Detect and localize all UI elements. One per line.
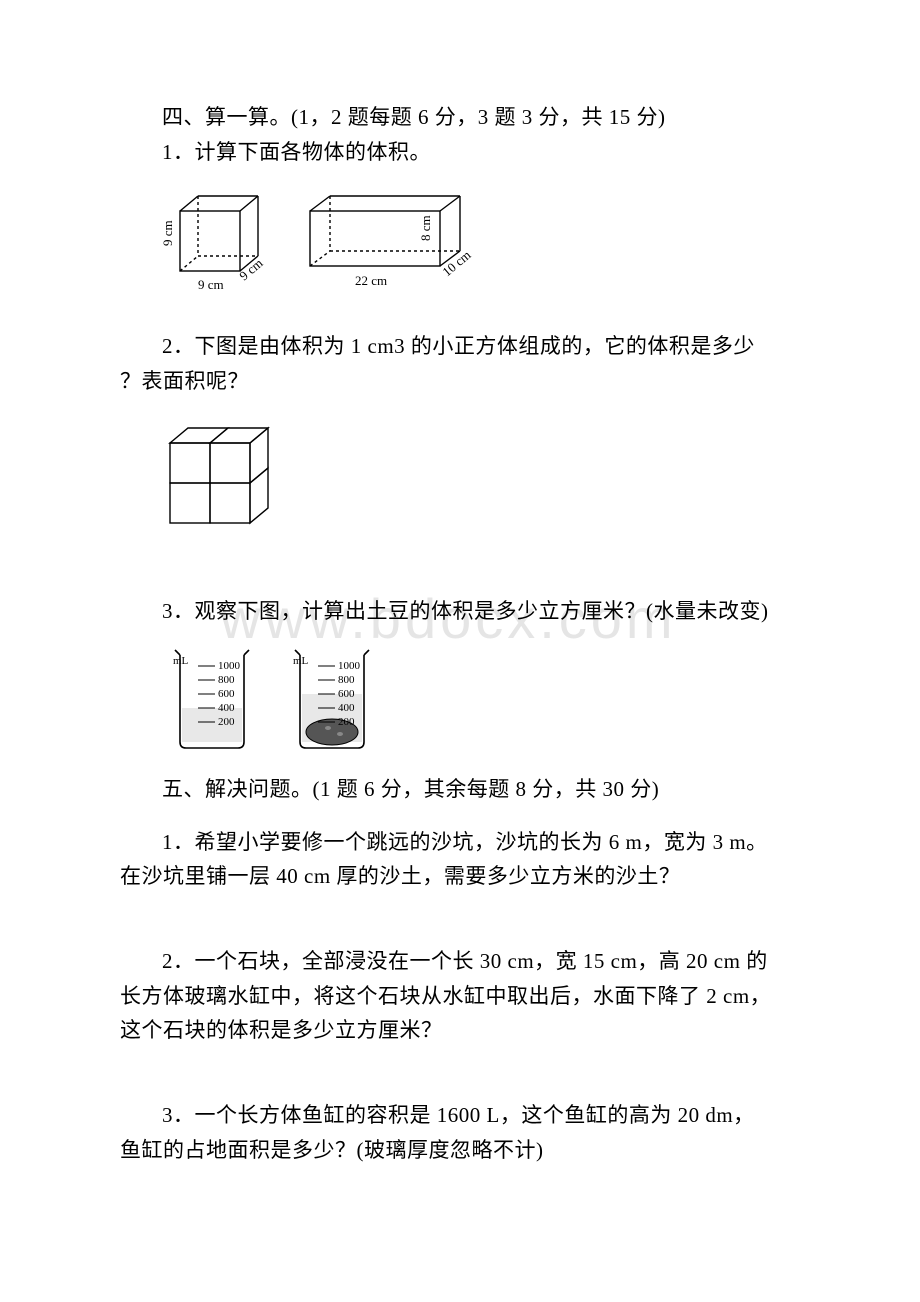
document-page: 四、算一算。(1，2 题每题 6 分，3 题 3 分，共 15 分) 1．计算下… bbox=[0, 0, 920, 1227]
s4-q3-figure: mL 1000 800 600 400 200 bbox=[160, 640, 800, 760]
s4-q3-text: 3．观察下图，计算出土豆的体积是多少立方厘米？(水量未改变) bbox=[120, 594, 800, 629]
s5-q3-a: 3．一个长方体鱼缸的容积是 1600 L，这个鱼缸的高为 20 dm， bbox=[120, 1098, 800, 1133]
beaker-left-1000: 1000 bbox=[218, 660, 241, 672]
beaker-right-ml: mL bbox=[293, 655, 309, 667]
beakers-svg: mL 1000 800 600 400 200 bbox=[160, 640, 420, 760]
cube-height-label: 9 cm bbox=[160, 221, 175, 247]
cuboid-width-label: 10 cm bbox=[439, 247, 473, 279]
beaker-right-200: 200 bbox=[338, 716, 355, 728]
beaker-left-800: 800 bbox=[218, 674, 235, 686]
cube-side-a-label: 9 cm bbox=[198, 277, 224, 291]
beaker-left-ml: mL bbox=[173, 655, 189, 667]
cuboid-height-label: 8 cm bbox=[418, 216, 433, 242]
beaker-right-1000: 1000 bbox=[338, 660, 361, 672]
s4-q1-text: 1．计算下面各物体的体积。 bbox=[120, 135, 800, 170]
cuboid-length-label: 22 cm bbox=[355, 273, 387, 288]
s5-q2-a: 2．一个石块，全部浸没在一个长 30 cm，宽 15 cm，高 20 cm 的 bbox=[120, 944, 800, 979]
beaker-right-400: 400 bbox=[338, 702, 355, 714]
s5-q2-c: 这个石块的体积是多少立方厘米？ bbox=[120, 1013, 800, 1048]
s4-q2-figure bbox=[160, 411, 800, 556]
s4-q2-text-b: ？表面积呢？ bbox=[120, 364, 800, 399]
beaker-left-600: 600 bbox=[218, 688, 235, 700]
s5-q3-b: 鱼缸的占地面积是多少？(玻璃厚度忽略不计) bbox=[120, 1133, 800, 1168]
s4-q2-text-a: 2．下图是由体积为 1 cm3 的小正方体组成的，它的体积是多少 bbox=[120, 329, 800, 364]
section-4-heading: 四、算一算。(1，2 题每题 6 分，3 题 3 分，共 15 分) bbox=[120, 100, 800, 135]
s4-q1-figures: 9 cm 9 cm 9 cm 8 cm 22 cm 10 cm bbox=[160, 181, 800, 291]
beaker-right-600: 600 bbox=[338, 688, 355, 700]
s5-q1-a: 1．希望小学要修一个跳远的沙坑，沙坑的长为 6 m，宽为 3 m。 bbox=[120, 825, 800, 860]
s5-q2-b: 长方体玻璃水缸中，将这个石块从水缸中取出后，水面下降了 2 cm， bbox=[120, 979, 800, 1014]
section-5-heading: 五、解决问题。(1 题 6 分，其余每题 8 分，共 30 分) bbox=[120, 772, 800, 807]
s5-q1-b: 在沙坑里铺一层 40 cm 厚的沙土，需要多少立方米的沙土？ bbox=[120, 859, 800, 894]
beaker-left-200: 200 bbox=[218, 716, 235, 728]
unit-cubes-svg bbox=[160, 411, 290, 556]
cube-and-cuboid-svg: 9 cm 9 cm 9 cm 8 cm 22 cm 10 cm bbox=[160, 181, 490, 291]
beaker-right-800: 800 bbox=[338, 674, 355, 686]
beaker-left-400: 400 bbox=[218, 702, 235, 714]
